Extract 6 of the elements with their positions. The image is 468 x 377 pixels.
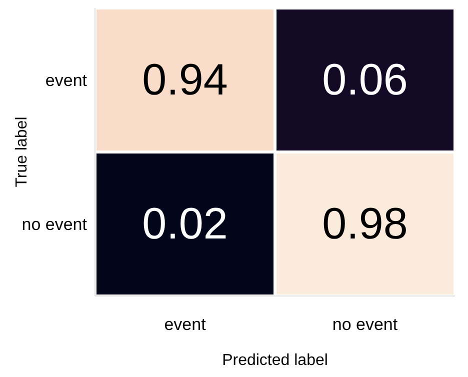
y-axis-title: True label	[14, 116, 30, 188]
data-label: 0.06	[322, 56, 408, 104]
data-label: 0.98	[322, 200, 408, 248]
data-label: 0.94	[142, 56, 228, 104]
data-label: 0.02	[142, 200, 228, 248]
x-axis-title: Predicted label	[222, 352, 328, 369]
